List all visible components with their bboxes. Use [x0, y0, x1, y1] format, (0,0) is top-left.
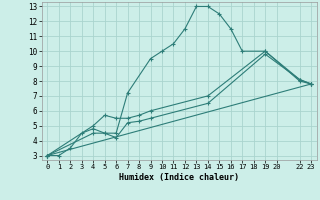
X-axis label: Humidex (Indice chaleur): Humidex (Indice chaleur): [119, 173, 239, 182]
